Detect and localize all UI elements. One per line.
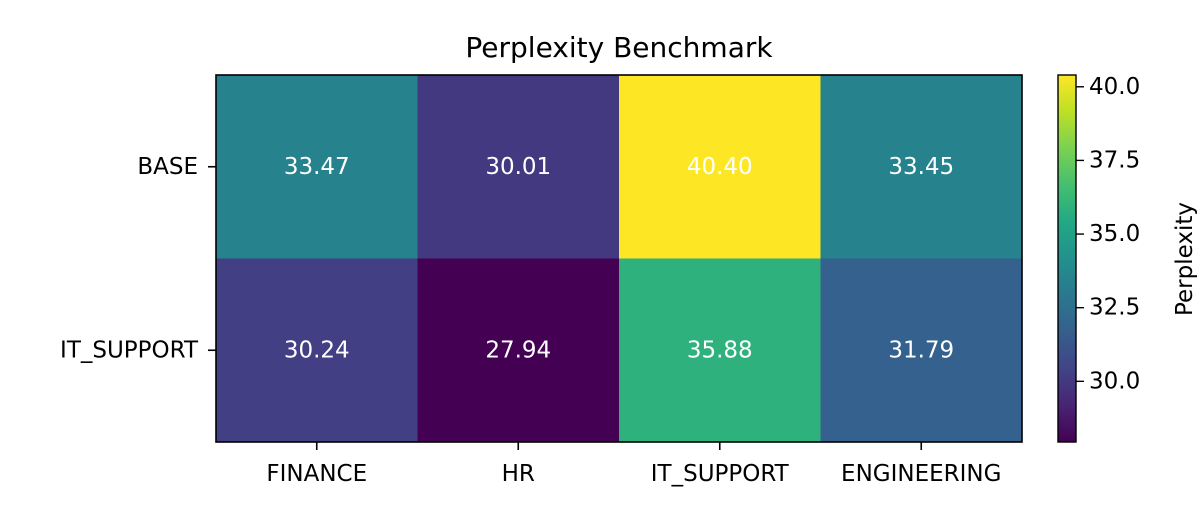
colorbar-tick-label: 40.0 [1089,74,1140,100]
cell-value-label: 33.45 [888,154,954,180]
cell-value-label: 35.88 [687,337,753,363]
x-tick-label: ENGINEERING [841,461,1001,487]
colorbar-tick-label: 37.5 [1089,147,1140,173]
cell-value-label: 30.01 [485,154,551,180]
colorbar-label: Perplexity [1172,202,1198,316]
heatmap-cell [820,75,1023,259]
heatmap-cell [417,75,620,259]
colorbar-tick-label: 32.5 [1089,295,1140,321]
heatmap-cell [619,258,821,443]
heatmap-cell [619,75,821,259]
heatmap-cell [820,258,1023,443]
y-tick-label: IT_SUPPORT [60,337,199,363]
heatmap-cell-labels: 33.47 30.01 40.40 33.45 30.24 27.94 35.88 31.79 [284,154,954,364]
y-axis: BASE IT_SUPPORT [60,154,216,363]
cell-value-label: 30.24 [284,337,350,363]
cell-value-label: 33.47 [284,154,350,180]
heatmap-cells [216,75,1023,443]
chart-title: Perplexity Benchmark [465,31,773,64]
heatmap-cell [216,258,418,443]
heatmap-cell [417,258,620,443]
x-tick-label: IT_SUPPORT [651,461,790,487]
cell-value-label: 40.40 [687,154,753,180]
x-tick-label: FINANCE [266,461,367,487]
x-axis: FINANCE HR IT_SUPPORT ENGINEERING [266,442,1001,487]
x-tick-label: HR [502,461,535,487]
cell-value-label: 27.94 [485,337,551,363]
y-tick-label: BASE [137,154,198,180]
heatmap-cell [216,75,418,259]
colorbar-tick-label: 35.0 [1089,221,1140,247]
colorbar-tick-label: 30.0 [1089,368,1140,394]
colorbar [1057,74,1077,443]
plot-frame [215,74,1023,443]
cell-value-label: 31.79 [888,337,954,363]
colorbar-axis: 30.0 32.5 35.0 37.5 40.0 [1076,74,1140,394]
